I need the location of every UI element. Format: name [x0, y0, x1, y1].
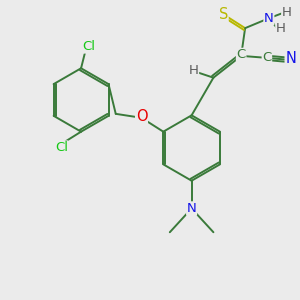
- Text: Cl: Cl: [55, 141, 68, 154]
- Text: Cl: Cl: [82, 40, 95, 53]
- Text: S: S: [219, 7, 228, 22]
- Text: O: O: [136, 109, 147, 124]
- Text: N: N: [187, 202, 196, 215]
- Text: H: H: [276, 22, 286, 34]
- Text: H: H: [189, 64, 199, 77]
- Text: H: H: [282, 6, 292, 19]
- Text: C: C: [236, 48, 246, 62]
- Text: C: C: [262, 51, 272, 64]
- Text: N: N: [285, 51, 296, 66]
- Text: N: N: [264, 12, 274, 25]
